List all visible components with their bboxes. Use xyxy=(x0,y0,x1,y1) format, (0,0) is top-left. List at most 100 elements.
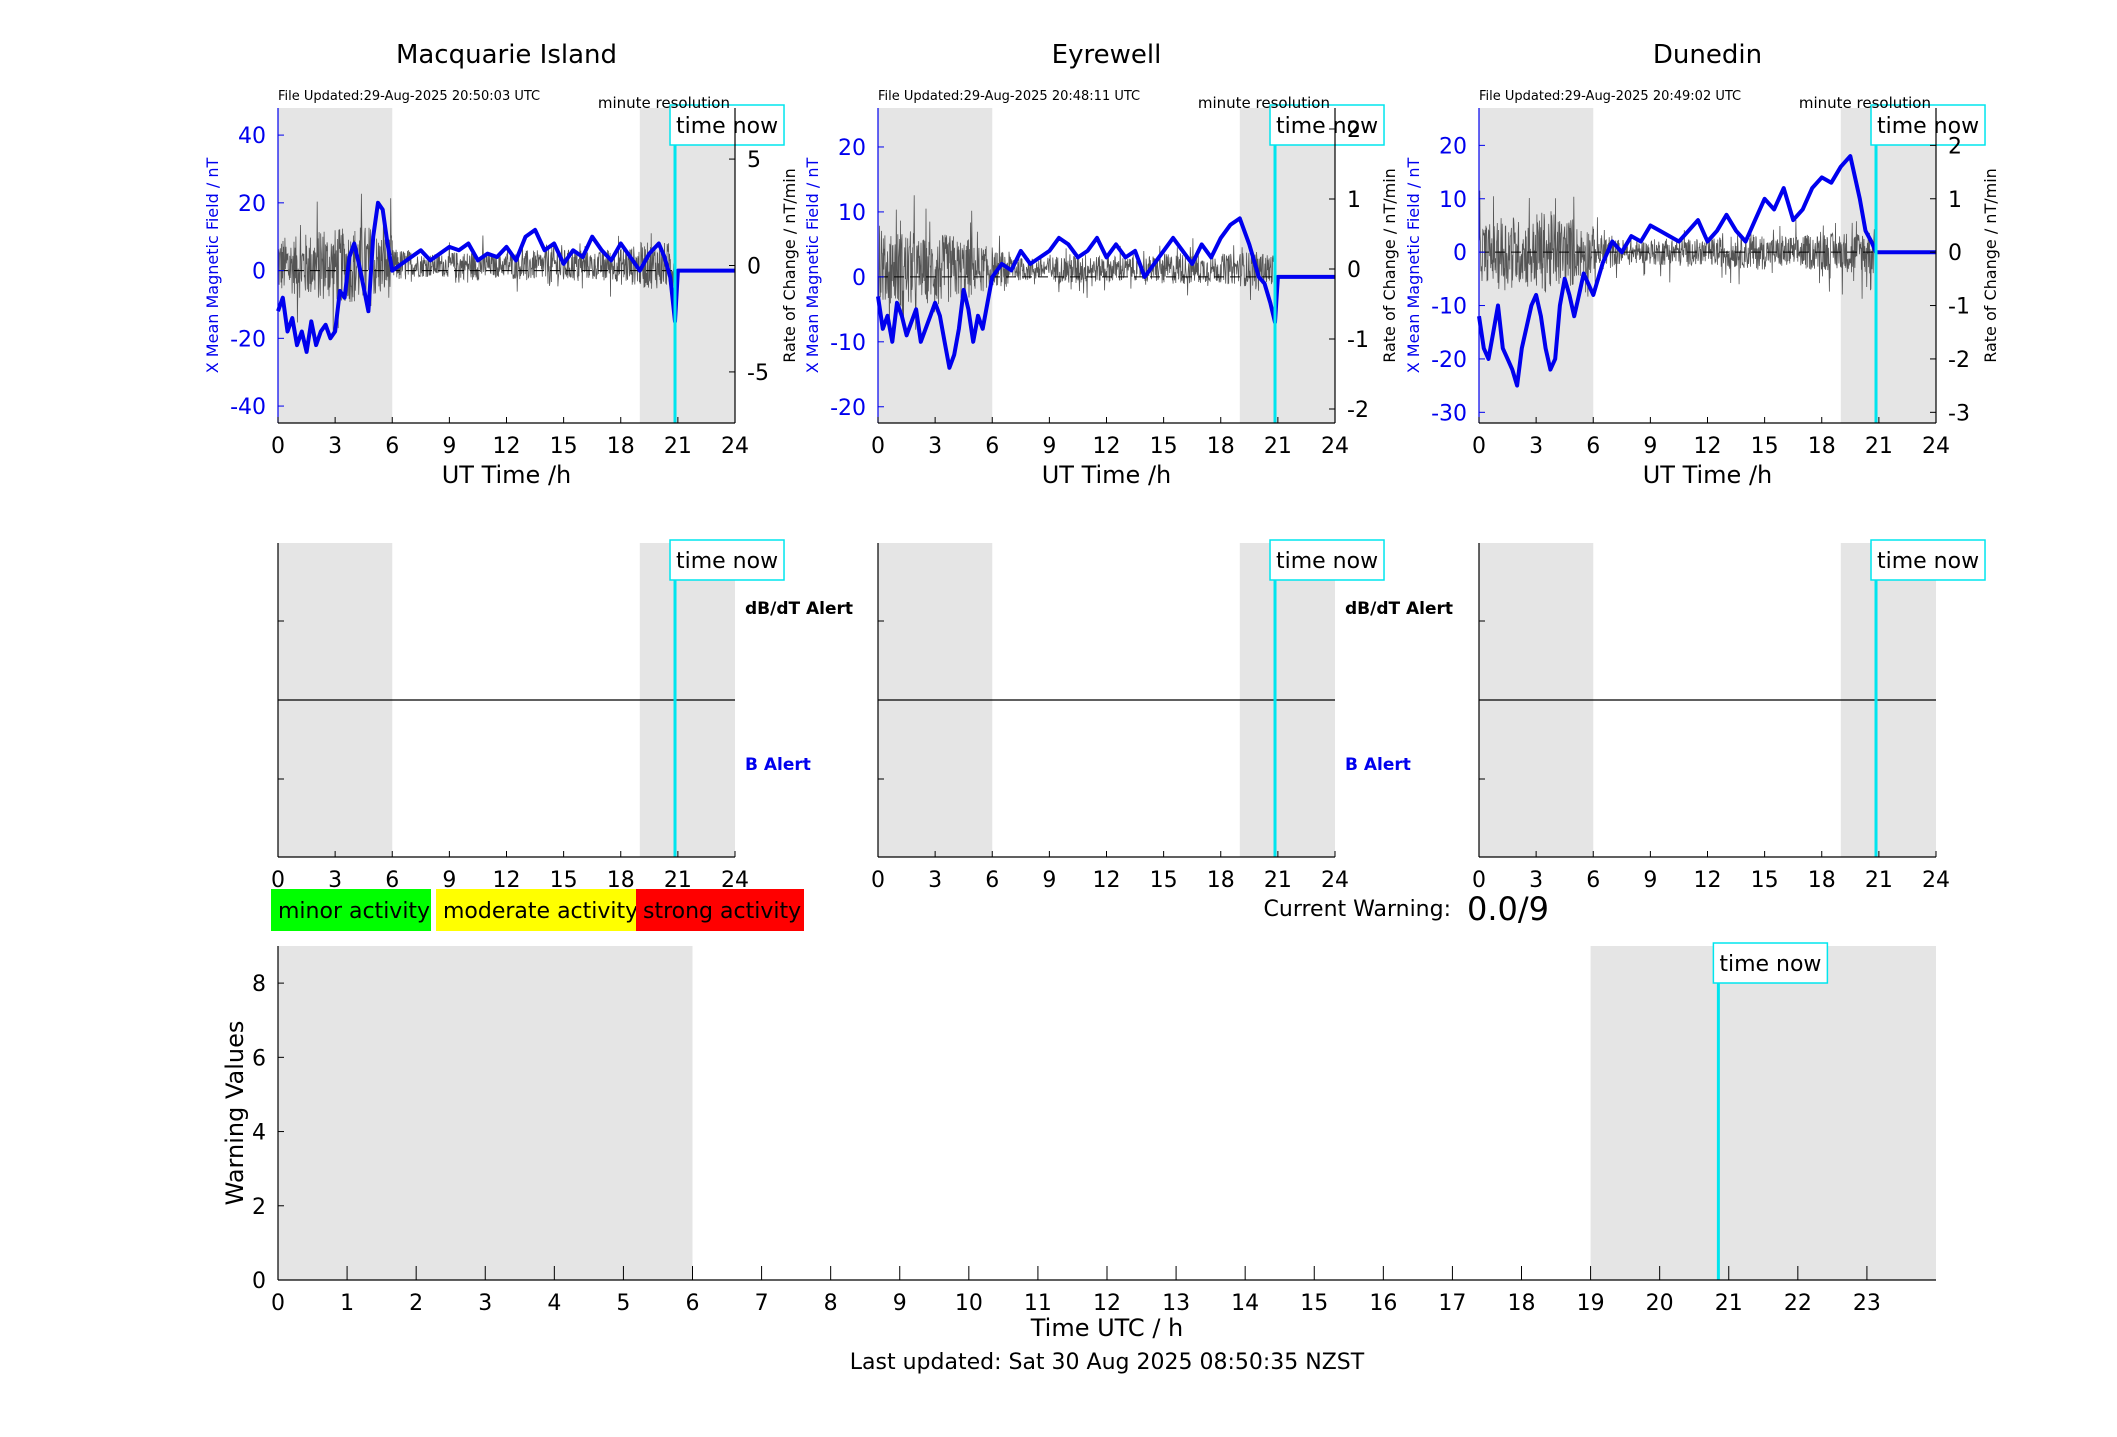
x-tick-label: 9 xyxy=(442,434,456,459)
file-updated-text: File Updated:29-Aug-2025 20:48:11 UTC xyxy=(878,89,1140,104)
right-y-axis-label: Rate of Change / nT/min xyxy=(1380,168,1399,363)
x-tick-label: 21 xyxy=(1264,868,1292,893)
x-tick-label: 9 xyxy=(442,868,456,893)
x-tick-label: 0 xyxy=(1472,868,1486,893)
minute-resolution-label: minute resolution xyxy=(1198,94,1330,112)
right-y-tick-label: -1 xyxy=(1347,328,1369,353)
b-alert-label: B Alert xyxy=(745,755,811,775)
x-tick-label: 12 xyxy=(493,434,521,459)
x-tick-label: 6 xyxy=(1586,868,1600,893)
x-tick-label: 15 xyxy=(1300,1291,1328,1316)
x-tick-label: 6 xyxy=(985,434,999,459)
x-tick-label: 15 xyxy=(1150,434,1178,459)
station-title: Macquarie Island xyxy=(396,40,617,70)
x-tick-label: 11 xyxy=(1024,1291,1052,1316)
legend-swatch-moderate xyxy=(436,889,636,931)
x-tick-label: 3 xyxy=(928,434,942,459)
x-tick-label: 14 xyxy=(1231,1291,1259,1316)
rate-of-change-series xyxy=(1478,190,1877,299)
time-now-label-box xyxy=(1870,539,1986,581)
b-alert-label: B Alert xyxy=(1345,755,1411,775)
right-y-tick-label: -2 xyxy=(1347,398,1369,423)
magnetic-field-series xyxy=(1477,154,1936,388)
current-warning-label: Current Warning: xyxy=(1264,897,1451,922)
right-y-tick-label: 0 xyxy=(747,255,761,280)
shaded-region xyxy=(1840,108,1936,423)
time-now-label-box xyxy=(1269,104,1385,146)
x-tick-label: 24 xyxy=(1922,868,1950,893)
left-y-tick-label: -30 xyxy=(1431,401,1467,426)
x-tick-label: 6 xyxy=(1586,434,1600,459)
x-tick-label: 12 xyxy=(1093,434,1121,459)
left-y-axis-label: X Mean Magnetic Field / nT xyxy=(203,158,222,374)
right-y-tick-label: 1 xyxy=(1347,188,1361,213)
x-tick-label: 8 xyxy=(824,1291,838,1316)
minute-resolution-label: minute resolution xyxy=(1799,94,1931,112)
x-tick-label: 19 xyxy=(1577,1291,1605,1316)
x-tick-label: 0 xyxy=(271,434,285,459)
minute-resolution-label: minute resolution xyxy=(598,94,730,112)
left-y-tick-label: -40 xyxy=(230,395,266,420)
right-y-tick-label: 1 xyxy=(1948,188,1962,213)
x-tick-label: 16 xyxy=(1369,1291,1397,1316)
time-now-label: time now xyxy=(1877,114,1979,139)
x-tick-label: 3 xyxy=(1529,434,1543,459)
left-y-tick-label: 10 xyxy=(1439,188,1467,213)
right-y-tick-label: -2 xyxy=(1948,348,1970,373)
time-now-label: time now xyxy=(1276,114,1378,139)
time-now-label: time now xyxy=(1719,952,1821,977)
x-tick-label: 0 xyxy=(871,434,885,459)
x-tick-label: 6 xyxy=(385,868,399,893)
x-tick-label: 3 xyxy=(928,868,942,893)
x-tick-label: 6 xyxy=(686,1291,700,1316)
x-tick-label: 24 xyxy=(1321,434,1349,459)
x-tick-label: 6 xyxy=(985,868,999,893)
x-tick-label: 12 xyxy=(1694,868,1722,893)
shaded-region xyxy=(278,946,693,1280)
station-title: Dunedin xyxy=(1653,40,1762,70)
x-tick-label: 5 xyxy=(616,1291,630,1316)
x-tick-label: 13 xyxy=(1162,1291,1190,1316)
magnetic-field-series xyxy=(876,216,1335,370)
right-y-tick-label: -1 xyxy=(1948,295,1970,320)
x-tick-label: 21 xyxy=(1264,434,1292,459)
magnetic-field-series xyxy=(276,200,735,354)
x-tick-label: 15 xyxy=(550,868,578,893)
x-tick-label: 10 xyxy=(955,1291,983,1316)
y-tick-label: 0 xyxy=(252,1269,266,1294)
left-y-tick-label: -20 xyxy=(230,327,266,352)
x-axis-label: UT Time /h xyxy=(1042,461,1172,489)
x-tick-label: 18 xyxy=(1207,868,1235,893)
station-title: Eyrewell xyxy=(1052,40,1162,70)
time-now-label-box xyxy=(669,539,785,581)
x-tick-label: 12 xyxy=(1093,868,1121,893)
x-tick-label: 18 xyxy=(1207,434,1235,459)
x-tick-label: 9 xyxy=(1643,868,1657,893)
x-tick-label: 1 xyxy=(340,1291,354,1316)
x-tick-label: 9 xyxy=(893,1291,907,1316)
left-y-tick-label: 20 xyxy=(838,136,866,161)
x-tick-label: 24 xyxy=(721,868,749,893)
file-updated-text: File Updated:29-Aug-2025 20:50:03 UTC xyxy=(278,89,540,104)
legend-label: moderate activity xyxy=(443,899,638,924)
x-tick-label: 12 xyxy=(493,868,521,893)
x-tick-label: 15 xyxy=(1150,868,1178,893)
right-y-axis-label: Rate of Change / nT/min xyxy=(1981,168,2000,363)
y-tick-label: 2 xyxy=(252,1195,266,1220)
x-axis-label: Time UTC / h xyxy=(1030,1314,1184,1342)
right-y-tick-label: -5 xyxy=(747,361,769,386)
x-tick-label: 15 xyxy=(1751,434,1779,459)
right-y-tick-label: 0 xyxy=(1347,258,1361,283)
time-now-label-box xyxy=(1870,104,1986,146)
left-y-tick-label: 0 xyxy=(1453,241,1467,266)
legend-label: minor activity xyxy=(278,899,430,924)
time-now-label: time now xyxy=(1877,549,1979,574)
shaded-region xyxy=(639,108,735,423)
x-tick-label: 17 xyxy=(1438,1291,1466,1316)
last-updated-text: Last updated: Sat 30 Aug 2025 08:50:35 N… xyxy=(850,1350,1365,1375)
left-y-tick-label: 20 xyxy=(238,192,266,217)
time-now-label-box xyxy=(1712,942,1829,984)
x-tick-label: 21 xyxy=(1715,1291,1743,1316)
time-now-label: time now xyxy=(676,549,778,574)
x-tick-label: 23 xyxy=(1853,1291,1881,1316)
